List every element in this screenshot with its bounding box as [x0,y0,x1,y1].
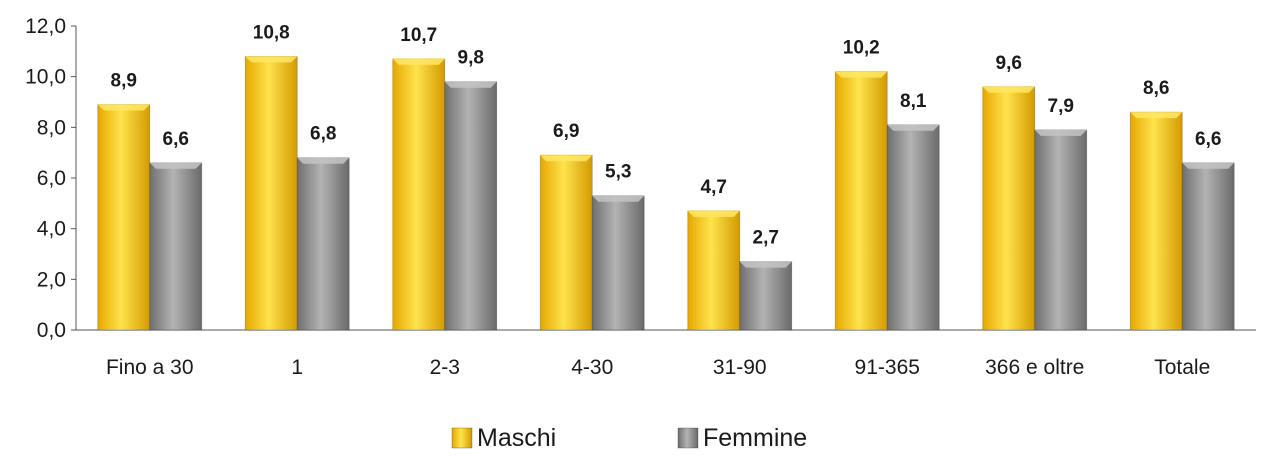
data-label: 6,8 [310,124,336,145]
bar-body [444,81,498,331]
bar-femmine-31-90 [739,261,793,331]
bar-femmine-2-3 [444,81,498,331]
data-label: 10,7 [400,25,437,46]
bar-cap [687,210,740,217]
data-label: 10,2 [843,38,880,59]
bar-cap [1130,112,1183,119]
bar-femmine-fino-a-30 [149,162,203,331]
bar-femmine-366-e-oltre [1034,129,1088,331]
bar-cap [297,157,350,164]
bar-body [149,162,203,331]
bars [97,56,1235,331]
data-label: 8,6 [1143,78,1169,99]
bar-cap [540,155,593,162]
bar-cap [245,56,298,63]
bar-body [886,124,940,331]
legend-label-maschi: Maschi [477,424,556,452]
bar-maschi-366-e-oltre [982,86,1036,331]
legend: Maschi Femmine [451,424,807,452]
y-tick-label: 12,0 [25,15,66,38]
data-label: 9,8 [458,48,484,69]
bar-femmine-4-30 [591,195,645,331]
data-label: 8,9 [111,71,137,92]
bar-femmine-totale [1181,162,1235,331]
y-tick-label: 8,0 [37,116,66,139]
x-tick-label: 4-30 [571,356,613,379]
bar-cap [887,124,940,131]
bar-cap [982,86,1035,93]
legend-label-femmine: Femmine [703,424,807,452]
axes: 0,0 2,0 4,0 6,0 8,0 10,0 12,0 Fino a 30 1 2-3 4-30… [25,15,1256,379]
data-labels: 8,9 6,6 10,8 6,8 10,7 9,8 6,9 5,3 4,7 2,7 10,2 8,1 9… [111,22,1222,248]
bar-maschi-2-3 [392,58,446,331]
bar-body [982,86,1036,331]
bar-maschi-totale [1129,111,1183,331]
data-label: 2,7 [753,228,779,249]
bar-body [1129,111,1183,331]
bar-maschi-4-30 [539,154,593,331]
bar-body [687,210,741,331]
bar-cap [444,81,497,88]
bar-femmine-1 [296,157,350,331]
data-label: 7,9 [1048,96,1074,117]
x-tick-label: 2-3 [430,356,460,379]
bar-cap [1182,162,1235,169]
bar-maschi-fino-a-30 [97,104,151,331]
data-label: 6,9 [553,121,579,142]
data-label: 9,6 [996,53,1022,74]
x-tick-label: Fino a 30 [106,356,194,379]
bar-maschi-1 [244,56,298,331]
data-label: 5,3 [605,162,631,183]
data-label: 6,6 [163,129,189,150]
data-label: 4,7 [701,177,727,198]
x-tick-label: 91-365 [855,356,920,379]
bar-body [244,56,298,331]
bar-cap [392,58,445,65]
x-tick-label: 366 e oltre [985,356,1084,379]
bar-maschi-91-365 [834,71,888,331]
bar-maschi-31-90 [687,210,741,331]
data-label: 6,6 [1195,129,1221,150]
y-tick-label: 0,0 [37,319,66,342]
bar-body [834,71,888,331]
y-tick-label: 4,0 [37,218,66,241]
bar-body [296,157,350,331]
bar-cap [592,195,645,202]
data-label: 10,8 [253,22,290,43]
y-tick-label: 10,0 [25,66,66,89]
legend-swatch-femmine [677,427,699,449]
legend-swatch-maschi [451,427,473,449]
bar-body [591,195,645,331]
x-tick-label: 31-90 [713,356,767,379]
y-tick-label: 6,0 [37,167,66,190]
bar-body [739,261,793,331]
bar-body [97,104,151,331]
bar-cap [149,162,202,169]
bar-cap [97,104,150,111]
bar-body [392,58,446,331]
x-tick-label: 1 [291,356,303,379]
bar-body [1181,162,1235,331]
y-tick-label: 2,0 [37,268,66,291]
bar-cap [835,71,888,78]
bar-body [1034,129,1088,331]
bar-cap [1034,129,1087,136]
bar-cap [739,261,792,268]
x-tick-label: Totale [1154,356,1210,379]
bar-femmine-91-365 [886,124,940,331]
data-label: 8,1 [900,91,927,112]
bar-body [539,154,593,331]
